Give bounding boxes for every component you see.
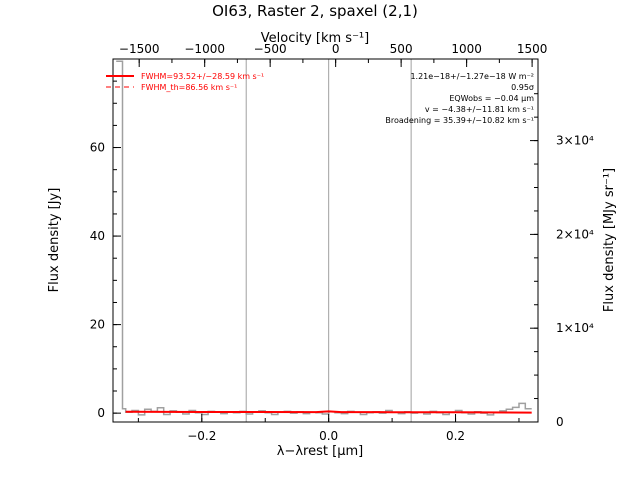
fit-series [125,410,532,414]
x-axis-label: λ−λrest [μm] [277,444,363,459]
top-tick-label-6: 1500 [517,42,548,56]
y-axis: 0 20 40 60 [90,80,121,420]
y2-tick-label-3: 3×10⁴ [556,134,594,148]
top-tick-label-3: 0 [332,42,340,56]
x-axis: −0.2 0.0 0.2 [137,414,520,443]
top-tick-label-5: 1000 [451,42,482,56]
top-tick-label-1: −1000 [184,42,225,56]
reference-lines [245,59,412,422]
x-tick-label-1: 0.0 [319,429,338,443]
top-axis-label: Velocity [km s⁻¹] [261,31,369,46]
x-tick-label-0: −0.2 [187,429,216,443]
fit-series-line [125,410,532,414]
x-tick-label-2: 0.2 [446,429,465,443]
top-tick-label-2: −500 [254,42,287,56]
y2-axis-label: Flux density [MJy sr⁻¹] [602,168,617,312]
annotations: 1.21e−18+/−1.27e−18 W m⁻² 0.95σ EQWobs =… [385,72,534,125]
annotation-velocity: v = −4.38+/−11.81 km s⁻¹ [425,105,534,114]
legend-label-fwhm: FWHM=93.52+/−28.59 km s⁻¹ [141,72,264,81]
y-tick-label-2: 40 [90,229,105,243]
legend-label-fwhm-th: FWHM_th=86.56 km s⁻¹ [141,83,237,92]
y-axis-label: Flux density [Jy] [47,188,62,293]
y2-tick-label-1: 1×10⁴ [556,321,594,335]
data-series [116,60,532,416]
data-series-line [116,60,532,416]
annotation-sigma: 0.95σ [511,83,534,92]
y-tick-label-1: 20 [90,318,105,332]
y-tick-label-0: 0 [97,406,105,420]
top-tick-label-4: 500 [390,42,413,56]
y2-tick-label-0: 0 [556,415,564,429]
chart-title: OI63, Raster 2, spaxel (2,1) [212,2,418,20]
annotation-flux: 1.21e−18+/−1.27e−18 W m⁻² [410,72,534,81]
annotation-eqw: EQWobs = −0.04 μm [449,94,534,103]
top-axis: −1500 −1000 −500 0 500 1000 1500 [119,42,547,67]
y2-axis: 0 1×10⁴ 2×10⁴ 3×10⁴ [530,93,594,429]
top-tick-label-0: −1500 [119,42,160,56]
annotation-broadening: Broadening = 35.39+/−10.82 km s⁻¹ [385,116,534,125]
y2-tick-label-2: 2×10⁴ [556,227,594,241]
plot-frame [112,58,539,423]
y-tick-label-3: 60 [90,141,105,155]
legend: FWHM=93.52+/−28.59 km s⁻¹ FWHM_th=86.56 … [106,72,264,92]
